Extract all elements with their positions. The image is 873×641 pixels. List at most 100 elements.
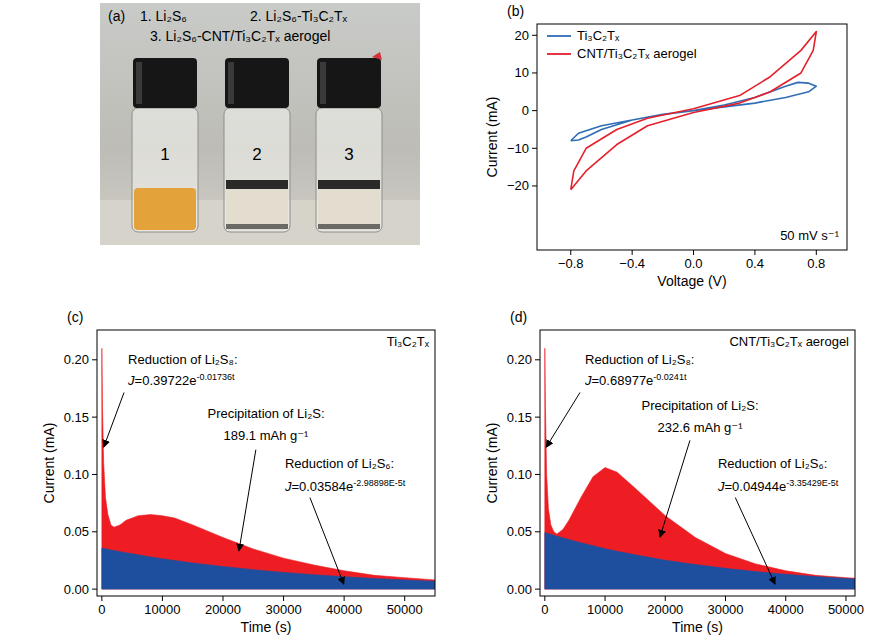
x-tick — [632, 250, 633, 255]
vial-liquid — [226, 188, 288, 230]
x-tick-label: 0.4 — [746, 256, 764, 271]
y-tick — [532, 185, 537, 186]
x-tick — [544, 596, 545, 601]
annotation-text: 232.6 mAh g⁻¹ — [658, 420, 744, 435]
y-tick — [532, 110, 537, 111]
equation: J=0.04944e-3.35429E-5t — [717, 478, 839, 494]
photo-panel: 123(a)1. Li₂S₆2. Li₂S₆-Ti₃C₂Tₓ3. Li₂S₆-C… — [100, 3, 420, 245]
vial-glass — [316, 108, 382, 232]
x-tick — [404, 596, 405, 601]
y-axis-title: Current (mA) — [484, 97, 500, 178]
vial-number: 2 — [252, 145, 261, 164]
x-axis-title: Time (s) — [241, 619, 292, 635]
chart-panel: 010000200003000040000500000.000.050.100.… — [41, 309, 435, 635]
current-area — [102, 348, 435, 589]
annotation-text: Precipitation of Li₂S: — [207, 406, 324, 421]
annotation-text: 189.1 mAh g⁻¹ — [224, 428, 310, 443]
annotation-text: Reduction of Li₂S₆: — [718, 456, 827, 471]
chart-panel: −0.8−0.40.00.40.8−20−1001020Voltage (V)C… — [484, 3, 847, 289]
panel-letter: (a) — [108, 8, 125, 24]
caption: 1. Li₂S₆ — [140, 8, 187, 24]
legend-label: CNT/Ti₃C₂Tₓ aerogel — [577, 46, 697, 61]
x-tick — [816, 250, 817, 255]
y-tick — [532, 72, 537, 73]
x-tick-label: −0.4 — [619, 256, 645, 271]
vial-powder — [226, 180, 288, 189]
equation: J=0.68977e-0.0241t — [584, 372, 687, 388]
annotation-text: Reduction of Li₂S₈: — [128, 352, 237, 367]
x-tick-label: 30000 — [707, 602, 743, 617]
equation-base: =0.04944e — [724, 479, 786, 494]
plot-frame — [537, 24, 847, 250]
annotation: Reduction of Li₂S₈:J=0.68977e-0.0241t — [584, 352, 694, 389]
x-tick — [162, 596, 163, 601]
plot-frame — [540, 330, 855, 596]
vial-cap-shine — [320, 62, 326, 104]
vial: 2 — [224, 58, 290, 232]
y-tick — [92, 474, 97, 475]
equation-base: =0.68977e — [592, 373, 654, 388]
panel-title: CNT/Ti₃C₂Tₓ aerogel — [729, 334, 849, 349]
plot-data — [571, 32, 817, 190]
y-tick-label: 0.05 — [64, 524, 89, 539]
vial-cap — [317, 58, 381, 108]
plot-frame — [97, 330, 435, 596]
y-tick-label: 0.10 — [507, 467, 532, 482]
vial-cap — [133, 58, 197, 108]
x-tick-label: 0 — [98, 602, 105, 617]
y-tick — [535, 474, 540, 475]
vial-cap-shine — [228, 62, 234, 104]
panel-letter: (c) — [67, 309, 83, 325]
annotation-text: Reduction of Li₂S₆: — [285, 456, 394, 471]
x-tick — [665, 596, 666, 601]
x-axis-title: Time (s) — [672, 619, 723, 635]
vial-glass — [132, 108, 198, 232]
vial-liquid — [318, 188, 380, 230]
vial: 3 — [316, 58, 382, 232]
y-tick — [532, 35, 537, 36]
equation-exponent: -0.01736t — [196, 372, 235, 382]
y-axis-title: Current (mA) — [41, 423, 57, 504]
y-tick — [532, 148, 537, 149]
y-tick — [535, 359, 540, 360]
annotation: Reduction of Li₂S₈:J=0.39722e-0.01736t — [127, 352, 237, 389]
annotation: Precipitation of Li₂S:232.6 mAh g⁻¹ — [641, 398, 758, 436]
x-tick — [344, 596, 345, 601]
y-tick-label: 0.05 — [507, 524, 532, 539]
x-tick-label: 0.8 — [807, 256, 825, 271]
annotation-arrow — [239, 450, 256, 551]
vial-sediment — [318, 224, 380, 229]
x-axis-title: Voltage (V) — [657, 273, 726, 289]
y-tick-label: −10 — [507, 141, 529, 156]
photo-background — [100, 3, 420, 245]
legend-swatch — [547, 53, 571, 55]
y-axis-title: Current (mA) — [484, 423, 500, 504]
annotation-arrow — [660, 440, 690, 537]
x-tick-label: 0 — [541, 602, 548, 617]
legend-label: Ti₃C₂Tₓ — [577, 28, 620, 43]
x-tick-label: 40000 — [768, 602, 804, 617]
equation-base: =0.39722e — [135, 373, 197, 388]
vial-cap — [225, 58, 289, 108]
plot-data — [102, 348, 435, 589]
x-tick — [570, 250, 571, 255]
x-tick-label: 40000 — [326, 602, 362, 617]
annotation: Precipitation of Li₂S: 189.1 mAh g⁻¹ — [207, 406, 324, 444]
x-tick — [754, 250, 755, 255]
annotation-arrow — [546, 393, 580, 448]
equation-base: =0.03584e — [291, 479, 353, 494]
x-tick-label: −0.8 — [558, 256, 584, 271]
x-tick-label: 20000 — [205, 602, 241, 617]
annotation: 50 mV s⁻¹ — [780, 228, 840, 243]
figure: 123(a)1. Li₂S₆2. Li₂S₆-Ti₃C₂Tₓ3. Li₂S₆-C… — [0, 0, 873, 641]
y-tick-label: 0.10 — [64, 467, 89, 482]
x-tick — [725, 596, 726, 601]
annotation-arrow — [735, 498, 775, 584]
caption: 3. Li₂S₆-CNT/Ti₃C₂Tₓ aerogel — [150, 28, 330, 44]
annotation: Reduction of Li₂S₆: J=0.03584e-2.98898E-5… — [284, 456, 406, 493]
legend: Ti₃C₂Tₓ CNT/Ti₃C₂Tₓ aerogel — [547, 28, 697, 61]
equation: J=0.03584e-2.98898E-5t — [284, 478, 406, 494]
vial-number: 1 — [160, 145, 169, 164]
annotation-arrow — [310, 498, 344, 584]
x-tick-label: 10000 — [144, 602, 180, 617]
